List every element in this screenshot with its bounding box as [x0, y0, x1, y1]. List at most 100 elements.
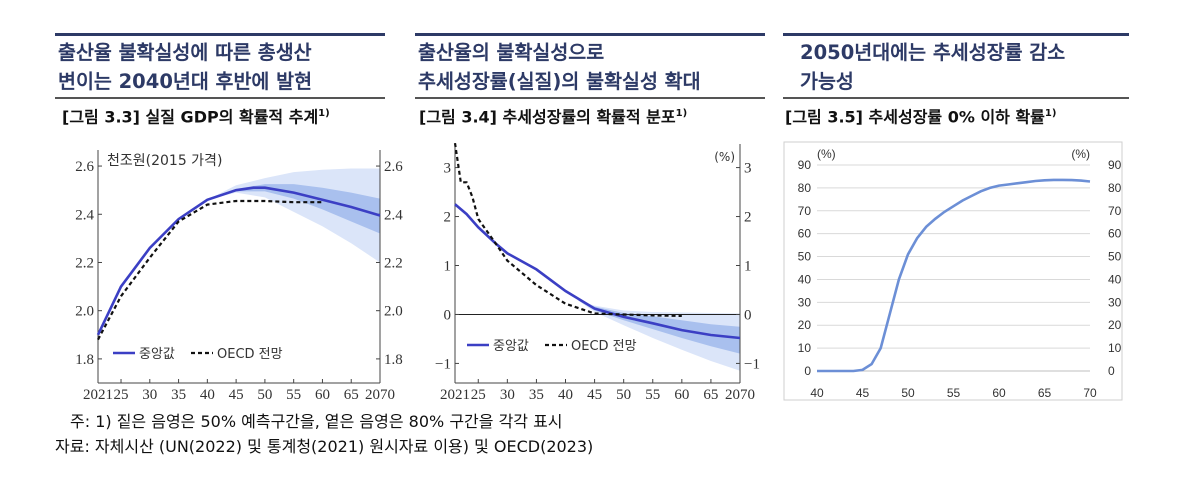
headline-3: 2050년대에는 추세성장률 감소 가능성 — [800, 38, 1065, 96]
legend-oecd-label: OECD 전망 — [571, 339, 637, 354]
y-tick-label-left: 0 — [804, 364, 811, 378]
y-tick-label-left: 3 — [444, 161, 452, 177]
headline-3-line1: 2050년대에는 추세성장률 감소 — [800, 41, 1066, 64]
y-tick-label-left: 90 — [798, 158, 812, 172]
separator-rule-3 — [783, 97, 1129, 99]
top-rule-2 — [415, 33, 765, 36]
x-tick-label: 35 — [171, 387, 186, 403]
x-tick-label: 45 — [856, 386, 870, 400]
top-rule-3 — [783, 33, 1129, 36]
y-tick-label-right: 2.6 — [384, 159, 403, 175]
y-tick-label-left: 70 — [798, 204, 812, 218]
legend-oecd-label: OECD 전망 — [217, 347, 283, 362]
x-tick-label: 40 — [200, 387, 215, 403]
y-tick-label-right: 80 — [1108, 181, 1122, 195]
footnote-source: 자료: 자체시산 (UN(2022) 및 통계청(2021) 원시자료 이용) … — [55, 437, 594, 456]
top-rule-1 — [55, 33, 385, 36]
y-tick-label-left: −1 — [435, 356, 451, 372]
y-tick-label-left: 2.0 — [75, 304, 94, 320]
y-tick-label-right: 0 — [1108, 364, 1115, 378]
y-tick-label-right: −1 — [744, 356, 760, 372]
y-tick-label-left: 2 — [444, 210, 452, 226]
gdp-projection-chart: 1.8 1.8 2.0 2.0 2.2 2.2 2.4 2.4 2.6 2.6 2021 25 30 35… — [75, 150, 403, 403]
headline-1-line1: 출산율 불확실성에 따른 총생산 — [58, 41, 312, 64]
headline-2: 출산율의 불확실성으로 추세성장률(실질)의 불확실성 확대 — [418, 38, 701, 96]
nonpositive-probability-chart: 0 0 10 10 20 20 30 30 40 40 50 50 60 60 70 70 80 80 90 90 40… — [783, 141, 1123, 401]
y-tick-label-left: 80 — [798, 181, 812, 195]
x-tick-label: 60 — [315, 387, 330, 403]
x-tick-label: 2021 — [440, 387, 470, 403]
y-tick-label-left: 30 — [798, 295, 812, 309]
y-tick-label-right: 2.4 — [384, 207, 403, 223]
y-tick-label-left: 60 — [798, 227, 812, 241]
y-tick-label-right: 10 — [1108, 341, 1122, 355]
x-tick-label: 35 — [529, 387, 544, 403]
headline-1-line2: 변이는 2040년대 후반에 발현 — [58, 70, 313, 93]
plot-area-border — [783, 141, 1123, 401]
unit-label-left: (%) — [817, 147, 836, 161]
figure-title-3-text: [그림 3.5] 추세성장률 0% 이하 확률 — [785, 107, 1045, 127]
x-tick-label: 2070 — [725, 387, 755, 403]
unit-label-right: (%) — [1071, 147, 1090, 161]
figure-title-2: [그림 3.4] 추세성장률의 확률적 분포1) — [419, 103, 687, 128]
series-line-oecd — [97, 199, 323, 341]
x-tick-label: 55 — [645, 387, 660, 403]
band-50 — [207, 184, 380, 234]
footnote-note: 주: 1) 짙은 음영은 50% 예측구간을, 옅은 음영은 80% 구간을 각… — [70, 412, 563, 431]
y-tick-label-right: 2.0 — [384, 304, 403, 320]
y-tick-label-left: 20 — [798, 318, 812, 332]
figure-title-1: [그림 3.3] 실질 GDP의 확률적 추계1) — [62, 103, 330, 128]
y-tick-label-right: 90 — [1108, 158, 1122, 172]
series-line-probability — [817, 178, 1091, 373]
y-tick-label-left: 40 — [798, 272, 812, 286]
figure-title-3-sup: 1) — [1044, 108, 1057, 119]
y-tick-label-right: 0 — [744, 307, 752, 323]
y-tick-label-right: 1.8 — [384, 352, 403, 368]
y-tick-label-right: 60 — [1108, 227, 1122, 241]
growth-distribution-chart: −1 −1 0 0 1 1 2 2 3 3 2021 25 30 35 40 45 50 55 60 65 2070 (%… — [435, 142, 760, 403]
separator-rule-1 — [55, 97, 385, 99]
y-tick-label-left: 10 — [798, 341, 812, 355]
y-tick-label-right: 70 — [1108, 204, 1122, 218]
legend-median-label: 중앙값 — [139, 347, 175, 362]
y-tick-label-right: 20 — [1108, 318, 1122, 332]
y-tick-label-right: 30 — [1108, 295, 1122, 309]
x-tick-label: 30 — [500, 387, 515, 403]
y-tick-label-left: 1.8 — [75, 352, 94, 368]
x-tick-label: 40 — [558, 387, 573, 403]
separator-rule-2 — [415, 97, 765, 99]
headline-1: 출산율 불확실성에 따른 총생산 변이는 2040년대 후반에 발현 — [58, 38, 312, 96]
headline-2-line2: 추세성장률(실질)의 불확실성 확대 — [418, 70, 701, 93]
headline-2-line1: 출산율의 불확실성으로 — [418, 41, 605, 64]
unit-label: (%) — [714, 150, 735, 164]
y-tick-label-right: 50 — [1108, 250, 1122, 264]
x-tick-label: 45 — [587, 387, 602, 403]
series-line-oecd — [453, 142, 682, 317]
y-tick-label-left: 0 — [444, 307, 452, 323]
x-tick-label: 65 — [344, 387, 359, 403]
x-tick-label: 60 — [674, 387, 689, 403]
headline-3-line2: 가능성 — [800, 70, 854, 93]
x-tick-label: 50 — [901, 386, 915, 400]
x-tick-label: 60 — [992, 386, 1006, 400]
y-tick-label-right: 40 — [1108, 272, 1122, 286]
y-tick-label-left: 2.2 — [75, 255, 94, 271]
x-tick-label: 50 — [257, 387, 272, 403]
x-tick-label: 45 — [229, 387, 244, 403]
x-tick-label: 30 — [142, 387, 157, 403]
x-tick-label: 55 — [286, 387, 301, 403]
x-tick-label: 55 — [947, 386, 961, 400]
x-tick-label: 25 — [114, 387, 129, 403]
y-tick-label-left: 2.6 — [75, 159, 94, 175]
figure-title-3: [그림 3.5] 추세성장률 0% 이하 확률1) — [785, 103, 1056, 128]
figure-title-1-text: [그림 3.3] 실질 GDP의 확률적 추계 — [62, 107, 319, 127]
x-tick-label: 2021 — [83, 387, 113, 403]
y-tick-label-right: 2.2 — [384, 255, 403, 271]
figure-title-2-text: [그림 3.4] 추세성장률의 확률적 분포 — [419, 107, 676, 127]
y-tick-label-right: 2 — [744, 210, 752, 226]
x-tick-label: 65 — [703, 387, 718, 403]
figure-title-1-sup: 1) — [318, 108, 330, 119]
series-line-median — [96, 186, 381, 336]
figure-title-2-sup: 1) — [675, 108, 688, 119]
legend-median-label: 중앙값 — [493, 339, 529, 354]
